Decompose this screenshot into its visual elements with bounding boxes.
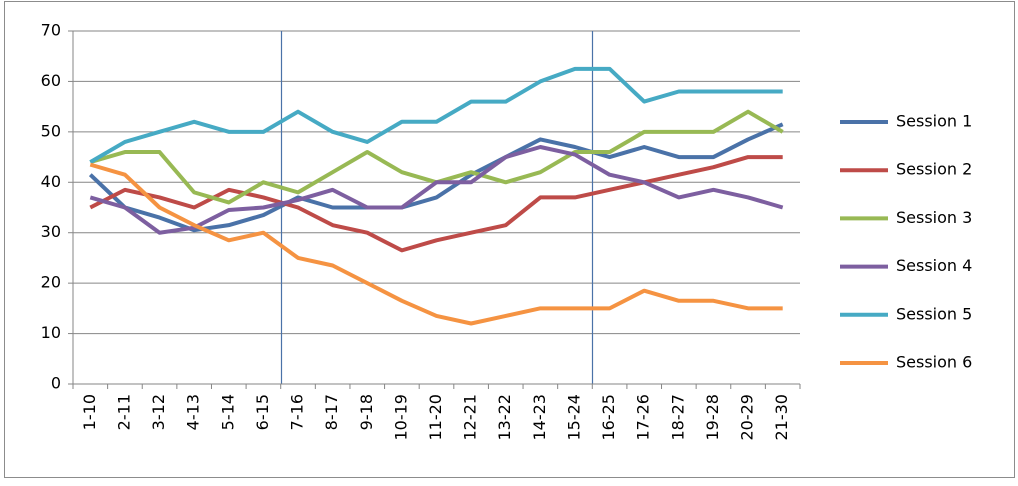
x-tick-label: 16-25 — [599, 394, 618, 441]
y-tick-label: 20 — [41, 273, 61, 292]
y-tick-label: 70 — [41, 21, 61, 40]
x-tick-label: 3-12 — [149, 394, 168, 430]
y-tick-label: 10 — [41, 323, 61, 342]
line-series — [89, 66, 783, 164]
legend-label: Session 2 — [896, 160, 972, 179]
x-tick-label: 19-28 — [703, 394, 722, 441]
x-tick-label: 20-29 — [738, 394, 757, 441]
y-tick-label: 40 — [41, 172, 61, 191]
x-tick-label: 13-22 — [495, 394, 514, 441]
x-tick-label: 21-30 — [772, 394, 791, 441]
x-tick-label: 12-21 — [461, 394, 480, 441]
x-tick-label: 1-10 — [80, 394, 99, 430]
x-tick-label: 11-20 — [426, 394, 445, 441]
x-tick-label: 15-24 — [564, 394, 583, 441]
x-tick-label: 4-13 — [184, 394, 203, 430]
x-tick-label: 7-16 — [288, 394, 307, 430]
x-tick-label: 5-14 — [218, 394, 237, 430]
y-tick-label: 50 — [41, 121, 61, 140]
y-tick-label: 60 — [41, 71, 61, 90]
legend-label: Session 6 — [896, 353, 972, 372]
x-tick-label: 2-11 — [114, 394, 133, 430]
y-tick-label: 30 — [41, 222, 61, 241]
legend-label: Session 1 — [896, 112, 972, 131]
line-series — [89, 144, 784, 235]
line-series — [89, 155, 783, 253]
legend-label: Session 5 — [896, 304, 972, 323]
line-series — [89, 162, 783, 326]
legend-label: Session 4 — [896, 256, 972, 275]
y-tick-label: 0 — [51, 374, 61, 393]
x-tick-label: 17-26 — [634, 394, 653, 441]
x-tick-label: 10-19 — [391, 394, 410, 441]
x-tick-label: 6-15 — [253, 394, 272, 430]
chart-frame — [4, 1, 1015, 478]
x-tick-label: 18-27 — [668, 394, 687, 441]
x-tick-label: 14-23 — [530, 394, 549, 441]
x-tick-label: 8-17 — [322, 394, 341, 430]
legend-label: Session 3 — [896, 208, 972, 227]
x-tick-label: 9-18 — [357, 394, 376, 430]
